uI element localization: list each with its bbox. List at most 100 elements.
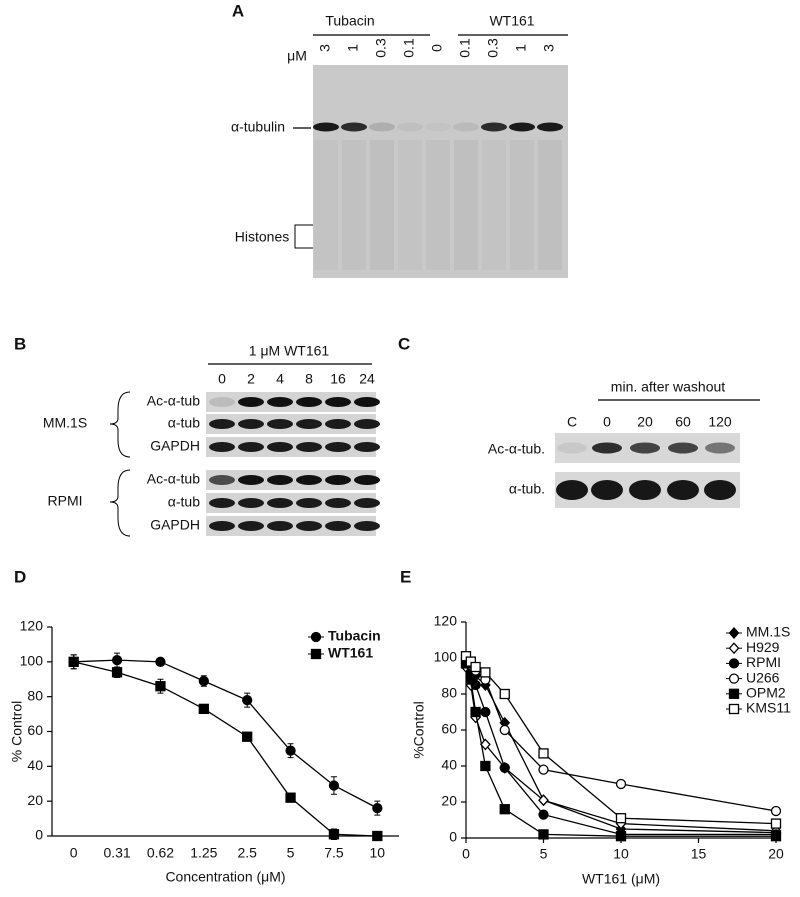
y-tick-label: 120 xyxy=(20,618,44,634)
marker xyxy=(328,780,340,791)
series-line xyxy=(465,655,777,825)
lane-label: 3 xyxy=(317,44,333,52)
marker xyxy=(480,738,491,751)
legend-marker xyxy=(728,642,740,655)
band xyxy=(668,442,698,454)
x-axis-title: Concentration (μM) xyxy=(165,869,285,885)
band xyxy=(325,397,351,407)
marker xyxy=(372,802,383,814)
lane-label: 0.3 xyxy=(373,38,389,58)
band xyxy=(425,123,451,132)
band xyxy=(267,521,293,531)
x-tick-label: 1.25 xyxy=(190,845,217,861)
panel-label: E xyxy=(400,567,411,586)
group-label: RPMI xyxy=(48,493,83,509)
lane-label: 24 xyxy=(359,371,375,387)
x-tick-label: 0.62 xyxy=(147,845,174,861)
marker xyxy=(198,675,209,687)
band xyxy=(238,498,264,508)
band xyxy=(705,442,735,454)
x-axis-title: WT161 (μM) xyxy=(582,871,660,887)
y-tick-label: 40 xyxy=(441,757,457,773)
band xyxy=(354,521,380,531)
x-tick-label: 0 xyxy=(70,845,78,861)
marker xyxy=(770,805,782,817)
legend-marker xyxy=(728,703,740,715)
lane-label: 16 xyxy=(330,371,346,387)
marker xyxy=(470,661,481,673)
band xyxy=(537,122,563,132)
band-label: Histones xyxy=(235,229,289,245)
y-axis-title: % Control xyxy=(9,701,25,762)
band xyxy=(267,397,293,407)
band xyxy=(397,122,423,132)
x-tick-label: 10 xyxy=(370,845,386,861)
marker xyxy=(470,706,481,718)
y-tick-label: 100 xyxy=(20,653,44,669)
band xyxy=(238,521,264,531)
band xyxy=(296,419,322,429)
y-tick-label: 60 xyxy=(441,721,457,737)
legend-marker xyxy=(728,688,740,699)
legend-label: H929 xyxy=(746,639,780,655)
legend-marker xyxy=(728,673,740,684)
marker xyxy=(155,656,166,667)
marker xyxy=(499,724,510,736)
row-label: GAPDH xyxy=(150,438,200,454)
band xyxy=(238,475,264,485)
marker xyxy=(499,762,510,773)
band xyxy=(592,442,622,454)
lane-label: 3 xyxy=(541,44,557,52)
group-label: Tubacin xyxy=(325,13,374,29)
band xyxy=(267,475,293,485)
band xyxy=(267,498,293,508)
band xyxy=(453,122,479,132)
band xyxy=(704,480,736,500)
band xyxy=(209,419,235,429)
panel-label: A xyxy=(232,1,244,20)
x-tick-label: 10 xyxy=(613,846,629,862)
marker xyxy=(285,745,296,756)
marker xyxy=(198,703,209,715)
marker xyxy=(111,654,123,666)
y-tick-label: 20 xyxy=(27,792,43,808)
lane-label: 1 xyxy=(513,44,529,52)
x-tick-label: 2.5 xyxy=(237,845,257,861)
series-line xyxy=(465,663,776,837)
x-tick-label: 5 xyxy=(287,845,295,861)
band xyxy=(209,498,235,508)
marker xyxy=(538,829,549,840)
marker xyxy=(480,706,491,718)
legend-marker xyxy=(728,627,740,639)
band xyxy=(557,442,587,454)
lane-label: C xyxy=(567,414,577,430)
legend-label: KMS11 xyxy=(746,700,791,716)
bracket xyxy=(294,224,313,249)
band xyxy=(591,480,623,500)
marker xyxy=(242,695,253,706)
marker xyxy=(480,760,491,772)
lane-label: 60 xyxy=(675,414,691,430)
band xyxy=(209,521,235,531)
lane-smear xyxy=(426,140,450,270)
lane-label: 2 xyxy=(247,371,255,387)
band-label: α-tubulin xyxy=(231,119,285,135)
lane-label: 8 xyxy=(305,371,313,387)
band xyxy=(325,521,351,531)
band xyxy=(325,442,351,452)
band xyxy=(481,122,507,132)
series-line xyxy=(73,661,378,837)
marker xyxy=(538,809,549,820)
marker xyxy=(499,688,510,700)
x-tick-label: 20 xyxy=(768,846,784,862)
band xyxy=(238,442,264,452)
band xyxy=(267,419,293,429)
lane-smear xyxy=(510,140,534,270)
lane-smear xyxy=(454,140,478,270)
band xyxy=(296,521,322,531)
band xyxy=(238,397,264,407)
legend-label: WT161 xyxy=(328,645,373,661)
marker xyxy=(615,778,627,790)
